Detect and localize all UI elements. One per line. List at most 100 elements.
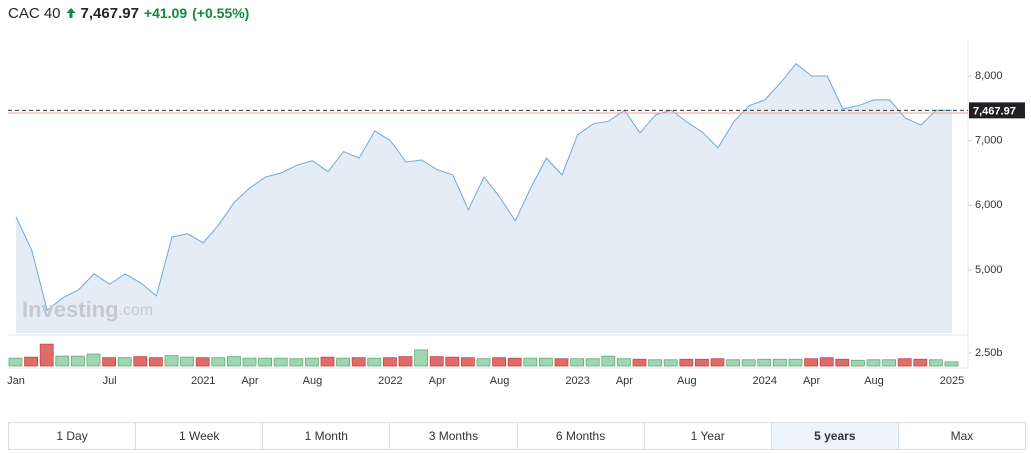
x-tick-label: Apr bbox=[616, 375, 633, 387]
volume-bar bbox=[289, 358, 304, 367]
x-tick-label: 2021 bbox=[191, 375, 215, 387]
volume-bar bbox=[414, 349, 429, 367]
range-button[interactable]: 1 Year bbox=[645, 423, 772, 449]
volume-bar bbox=[148, 357, 163, 367]
volume-bar bbox=[539, 357, 553, 367]
volume-bar bbox=[242, 357, 257, 367]
y-tick-label: 5,000 bbox=[975, 264, 1003, 276]
range-button[interactable]: 6 Months bbox=[518, 423, 645, 449]
volume-bar bbox=[304, 357, 319, 367]
change: +41.09 bbox=[143, 5, 188, 21]
volume-bar bbox=[944, 361, 959, 367]
volume-bar bbox=[819, 357, 834, 367]
volume-bar bbox=[710, 358, 725, 367]
up-arrow bbox=[66, 8, 76, 18]
volume-bar bbox=[445, 356, 460, 367]
y-tick-label: 8,000 bbox=[975, 70, 1003, 82]
volume-bar bbox=[86, 353, 101, 367]
volume-bar bbox=[117, 357, 132, 367]
y-tick-label: 7,000 bbox=[975, 135, 1003, 147]
volume-tick-label: 2.50b bbox=[975, 347, 1003, 359]
x-tick-label: 2022 bbox=[378, 375, 402, 387]
volume-bar bbox=[851, 359, 865, 367]
current-price-label: 7,467.97 bbox=[973, 105, 1016, 117]
volume-bar bbox=[273, 357, 288, 367]
volume-bar bbox=[726, 359, 740, 367]
watermark-domain: .com bbox=[119, 302, 154, 319]
volume-bar bbox=[523, 357, 538, 367]
symbol: CAC 40 bbox=[8, 4, 61, 22]
current-price-box bbox=[969, 102, 1025, 119]
volume-bar bbox=[476, 358, 491, 367]
volume-bar bbox=[757, 358, 772, 367]
volume-bar bbox=[663, 359, 678, 367]
volume-bar bbox=[741, 359, 756, 367]
range-button[interactable]: 5 years bbox=[771, 423, 899, 449]
plot-area bbox=[8, 63, 968, 367]
volume-bar bbox=[24, 356, 39, 367]
volume-bar bbox=[398, 356, 413, 367]
volume-bar bbox=[8, 357, 23, 367]
x-tick-label: Aug bbox=[677, 375, 697, 387]
volume-bar bbox=[632, 358, 647, 367]
x-tick-label: Jan bbox=[7, 375, 25, 387]
volume-bar bbox=[554, 358, 569, 367]
volume-bar bbox=[679, 358, 694, 367]
volume-bar bbox=[102, 357, 116, 367]
volume-bar bbox=[695, 358, 709, 367]
volume-bar bbox=[382, 357, 397, 367]
volume-bar bbox=[773, 358, 787, 367]
x-tick-label: Jul bbox=[103, 375, 117, 387]
range-button[interactable]: 3 Months bbox=[390, 423, 518, 449]
volume-bar bbox=[897, 358, 912, 367]
volume-bar bbox=[367, 357, 382, 367]
volume-bar bbox=[460, 357, 475, 367]
range-button[interactable]: 1 Month bbox=[263, 423, 391, 449]
volume-bar bbox=[804, 358, 818, 367]
chart: Investing.com 5,000 6,000 7,000 8,000 2.50b 7… bbox=[7, 40, 1025, 387]
volume-bar bbox=[913, 358, 928, 367]
watermark: Investing.com bbox=[22, 297, 153, 322]
y-tick-label: 6,000 bbox=[975, 199, 1003, 211]
volume-bar bbox=[195, 357, 210, 367]
volume-bar bbox=[648, 359, 662, 367]
volume-bar bbox=[164, 355, 179, 367]
change-percent: (+0.55%) bbox=[192, 5, 250, 21]
x-tick-label: 2025 bbox=[940, 375, 964, 387]
volume-bar bbox=[55, 355, 70, 367]
x-tick-label: 2024 bbox=[753, 375, 777, 387]
volume-bar bbox=[351, 357, 366, 367]
x-tick-label: Aug bbox=[303, 375, 323, 387]
volume-bar bbox=[835, 358, 850, 367]
volume-bar bbox=[788, 358, 803, 367]
volume-bar bbox=[929, 359, 943, 367]
x-tick-label: Apr bbox=[241, 375, 258, 387]
volume-bar bbox=[226, 356, 241, 367]
range-button[interactable]: Max bbox=[950, 429, 974, 443]
volume-bar bbox=[585, 358, 600, 367]
volume-bar bbox=[882, 359, 896, 367]
volume-bar bbox=[601, 355, 616, 367]
volume-bar bbox=[133, 356, 148, 367]
x-tick-label: Apr bbox=[429, 375, 446, 387]
range-button[interactable]: 1 Day bbox=[9, 423, 137, 449]
volume-bar bbox=[866, 359, 881, 367]
volume-bar bbox=[320, 356, 335, 367]
x-tick-label: 2023 bbox=[565, 375, 589, 387]
x-tick-label: Apr bbox=[803, 375, 820, 387]
watermark-brand: Investing bbox=[22, 297, 119, 322]
volume-bar bbox=[336, 357, 351, 367]
volume-bar bbox=[429, 356, 444, 367]
volume-bar bbox=[258, 357, 273, 367]
x-tick-label: Aug bbox=[864, 375, 884, 387]
volume-bar bbox=[507, 357, 522, 367]
volume-bar bbox=[617, 358, 631, 367]
range-button[interactable]: 1 Week bbox=[136, 423, 264, 449]
area bbox=[16, 63, 952, 333]
volume-bar bbox=[71, 355, 85, 367]
price: 7,467.97 bbox=[80, 4, 139, 22]
volume-bar bbox=[39, 343, 54, 367]
price-line bbox=[15, 63, 953, 311]
volume-bar bbox=[180, 356, 195, 367]
